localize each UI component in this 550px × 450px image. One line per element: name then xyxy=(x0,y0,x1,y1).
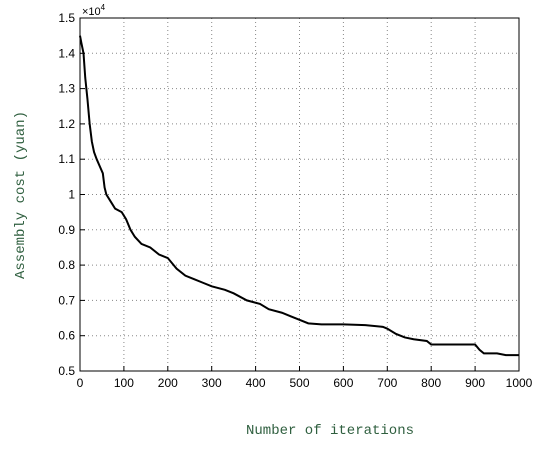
y-multiplier: ×104 xyxy=(82,3,106,18)
y-tick-label: 1.4 xyxy=(58,46,75,60)
y-tick-label: 0.7 xyxy=(58,293,75,307)
x-axis-label: Number of iterations xyxy=(246,423,414,439)
x-tick-label: 200 xyxy=(158,376,178,390)
y-tick-label: 0.6 xyxy=(58,329,75,343)
x-tick-label: 400 xyxy=(246,376,266,390)
x-tick-label: 900 xyxy=(465,376,485,390)
x-tick-label: 0 xyxy=(77,376,84,390)
x-tick-label: 700 xyxy=(377,376,397,390)
y-tick-label: 1 xyxy=(68,188,75,202)
x-tick-label: 600 xyxy=(333,376,353,390)
y-tick-label: 0.8 xyxy=(58,258,75,272)
x-tick-label: 1000 xyxy=(506,376,533,390)
y-tick-label: 1.5 xyxy=(58,11,75,25)
line xyxy=(79,35,519,357)
x-tick-label: 800 xyxy=(421,376,441,390)
plot-frame xyxy=(79,17,520,372)
y-tick-label: 0.9 xyxy=(58,223,75,237)
y-tick-label: 0.5 xyxy=(58,364,75,378)
x-tick-label: 100 xyxy=(114,376,134,390)
multiplier-exponent: 4 xyxy=(101,3,106,12)
x-tick-label: 300 xyxy=(202,376,222,390)
x-tick-label: 500 xyxy=(289,376,309,390)
y-tick-label: 1.3 xyxy=(58,82,75,96)
y-axis-label: Assembly cost (yuan) xyxy=(13,111,29,279)
y-tick-label: 1.1 xyxy=(58,152,75,166)
multiplier-base: ×10 xyxy=(82,6,101,18)
y-tick-label: 1.2 xyxy=(58,117,75,131)
